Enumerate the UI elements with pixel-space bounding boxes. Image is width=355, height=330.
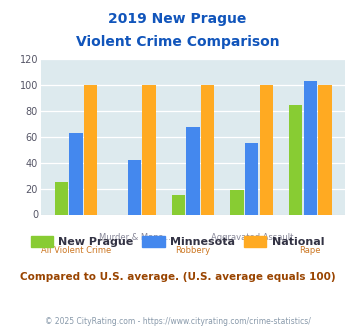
Bar [186, 127, 200, 214]
Text: © 2025 CityRating.com - https://www.cityrating.com/crime-statistics/: © 2025 CityRating.com - https://www.city… [45, 317, 310, 326]
Bar [230, 190, 244, 214]
Bar [128, 160, 141, 214]
Text: Murder & Mans...: Murder & Mans... [99, 233, 170, 242]
Bar [201, 85, 214, 214]
Bar [142, 85, 156, 214]
Bar [318, 85, 332, 214]
Bar [69, 133, 83, 214]
Bar [304, 82, 317, 214]
Text: Rape: Rape [300, 247, 321, 255]
Text: Robbery: Robbery [176, 247, 211, 255]
Text: Violent Crime Comparison: Violent Crime Comparison [76, 35, 279, 49]
Bar [84, 85, 97, 214]
Bar [172, 195, 185, 215]
Text: Compared to U.S. average. (U.S. average equals 100): Compared to U.S. average. (U.S. average … [20, 272, 335, 282]
Bar [55, 182, 68, 214]
Text: Aggravated Assault: Aggravated Assault [211, 233, 293, 242]
Bar [260, 85, 273, 214]
Text: 2019 New Prague: 2019 New Prague [108, 12, 247, 25]
Bar [245, 144, 258, 214]
Legend: New Prague, Minnesota, National: New Prague, Minnesota, National [26, 232, 329, 252]
Bar [289, 105, 302, 214]
Text: All Violent Crime: All Violent Crime [41, 247, 111, 255]
